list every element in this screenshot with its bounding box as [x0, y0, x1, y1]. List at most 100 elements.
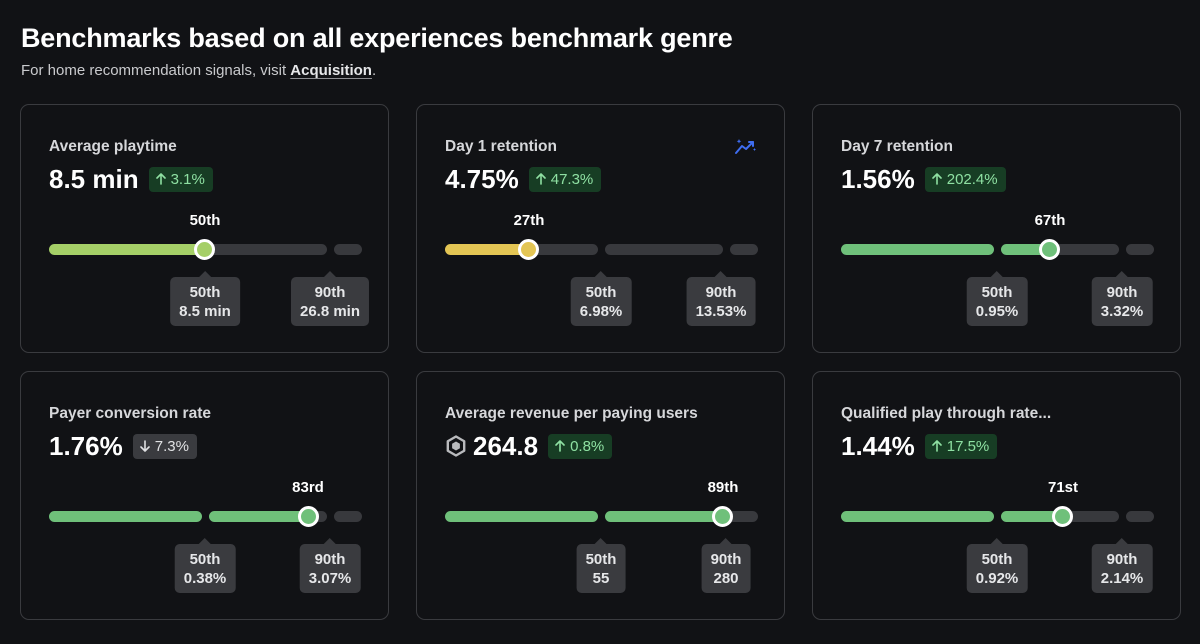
percentile-track	[445, 506, 758, 527]
p90-tooltip: 90th 280	[701, 538, 751, 593]
card-title: Average playtime	[49, 138, 177, 155]
p50-value: 55	[592, 570, 610, 587]
page-header: Benchmarks based on all experiences benc…	[21, 22, 733, 81]
p50-label: 50th	[585, 551, 617, 568]
percentile-label: 89th	[707, 479, 739, 496]
p90-value: 13.53%	[695, 303, 747, 320]
p50-label: 50th	[981, 284, 1013, 301]
percentile-knob	[712, 506, 733, 527]
p50-tooltip: 50th 8.5 min	[170, 271, 240, 326]
page-title: Benchmarks based on all experiences benc…	[21, 23, 733, 53]
arrow-up-icon	[931, 440, 942, 452]
delta-value: 202.4%	[946, 170, 998, 188]
p50-label: 50th	[189, 284, 221, 301]
p90-label: 90th	[710, 551, 742, 568]
p90-tooltip: 90th 13.53%	[686, 271, 756, 326]
track-segment-filled	[209, 511, 309, 522]
track-segment-remainder	[1063, 511, 1119, 522]
delta-badge: 202.4%	[924, 166, 1006, 192]
p90-label: 90th	[1106, 551, 1138, 568]
metric-value: 1.44%	[841, 431, 915, 461]
delta-badge: 47.3%	[528, 166, 602, 192]
percentile-knob	[1039, 239, 1060, 260]
track-segment-filled	[49, 244, 205, 255]
benchmark-card-arppu: Average revenue per paying users 264.8 0…	[416, 371, 785, 620]
metric-value: 264.8	[473, 431, 539, 461]
card-title: Day 7 retention	[841, 138, 953, 155]
track-segment-filled	[1001, 244, 1050, 255]
metric-value-row: 1.76% 7.3%	[49, 430, 197, 462]
track-segment-90-100	[730, 244, 758, 255]
p90-label: 90th	[1106, 284, 1138, 301]
track-segment-remainder	[723, 511, 758, 522]
track-segment-0-50	[841, 244, 994, 255]
track-segment-0-50	[841, 511, 994, 522]
p90-value: 280	[713, 570, 739, 587]
p50-label: 50th	[585, 284, 617, 301]
benchmark-card-day7-retention: Day 7 retention 1.56% 202.4% 67th 50th 0…	[812, 104, 1181, 353]
p50-tooltip: 50th 0.95%	[966, 271, 1028, 326]
metric-value: 8.5 min	[49, 164, 139, 194]
p50-value: 0.92%	[975, 570, 1019, 587]
metric-value: 1.76%	[49, 431, 123, 461]
delta-value: 17.5%	[946, 437, 990, 455]
percentile-knob	[518, 239, 539, 260]
delta-value: 47.3%	[550, 170, 594, 188]
p90-value: 3.32%	[1100, 303, 1144, 320]
acquisition-link[interactable]: Acquisition	[290, 62, 372, 79]
subtitle-text: For home recommendation signals, visit	[21, 62, 291, 79]
p50-value: 0.95%	[975, 303, 1019, 320]
trending-sparkle-icon[interactable]	[734, 136, 758, 156]
metric-value-row: 8.5 min 3.1%	[49, 163, 213, 195]
p90-value: 26.8 min	[299, 303, 361, 320]
metric-value-row: 1.44% 17.5%	[841, 430, 998, 462]
arrow-up-icon	[931, 173, 942, 185]
card-title: Payer conversion rate	[49, 405, 211, 422]
card-title: Qualified play through rate...	[841, 405, 1052, 422]
metric-value: 1.56%	[841, 164, 915, 194]
p50-tooltip: 50th 55	[576, 538, 626, 593]
delta-value: 7.3%	[154, 437, 189, 455]
arrow-down-icon	[139, 440, 150, 452]
track-segment-50-90	[605, 244, 723, 255]
p50-tooltip: 50th 0.38%	[174, 538, 236, 593]
p50-value: 6.98%	[579, 303, 623, 320]
delta-badge: 3.1%	[148, 166, 213, 192]
p90-label: 90th	[314, 284, 346, 301]
p90-value: 3.07%	[308, 570, 352, 587]
track-segment-50-90	[205, 244, 327, 255]
p50-value: 0.38%	[183, 570, 227, 587]
metric-value-row: 4.75% 47.3%	[445, 163, 602, 195]
percentile-track	[445, 239, 758, 260]
benchmark-card-day1-retention: Day 1 retention 4.75% 47.3% 27th 50th 6.…	[416, 104, 785, 353]
metric-value-row: 264.8 0.8%	[445, 430, 613, 462]
track-segment-90-100	[334, 511, 362, 522]
p90-tooltip: 90th 26.8 min	[290, 271, 370, 326]
card-title: Day 1 retention	[445, 138, 557, 155]
benchmark-card-payer-conversion: Payer conversion rate 1.76% 7.3% 83rd 50…	[20, 371, 389, 620]
subtitle-suffix: .	[371, 62, 377, 79]
percentile-track	[841, 239, 1154, 260]
arrow-up-icon	[155, 173, 166, 185]
percentile-knob	[298, 506, 319, 527]
delta-badge: 0.8%	[548, 433, 613, 459]
percentile-label: 83rd	[292, 479, 324, 496]
metric-value: 4.75%	[445, 164, 519, 194]
percentile-label: 67th	[1034, 212, 1066, 229]
p50-label: 50th	[189, 551, 221, 568]
p90-tooltip: 90th 3.32%	[1091, 271, 1153, 326]
p90-tooltip: 90th 3.07%	[299, 538, 361, 593]
p50-label: 50th	[981, 551, 1013, 568]
track-segment-filled	[1001, 511, 1063, 522]
percentile-label: 27th	[513, 212, 545, 229]
track-segment-90-100	[1126, 244, 1154, 255]
robux-coin-icon	[446, 435, 466, 457]
percentile-knob	[194, 239, 215, 260]
card-title: Average revenue per paying users	[445, 405, 698, 422]
delta-badge: 17.5%	[924, 433, 998, 459]
delta-value: 0.8%	[570, 437, 605, 455]
percentile-label: 71st	[1047, 479, 1079, 496]
p50-value: 8.5 min	[179, 303, 231, 320]
percentile-track	[49, 239, 362, 260]
track-segment-0-50	[445, 511, 598, 522]
